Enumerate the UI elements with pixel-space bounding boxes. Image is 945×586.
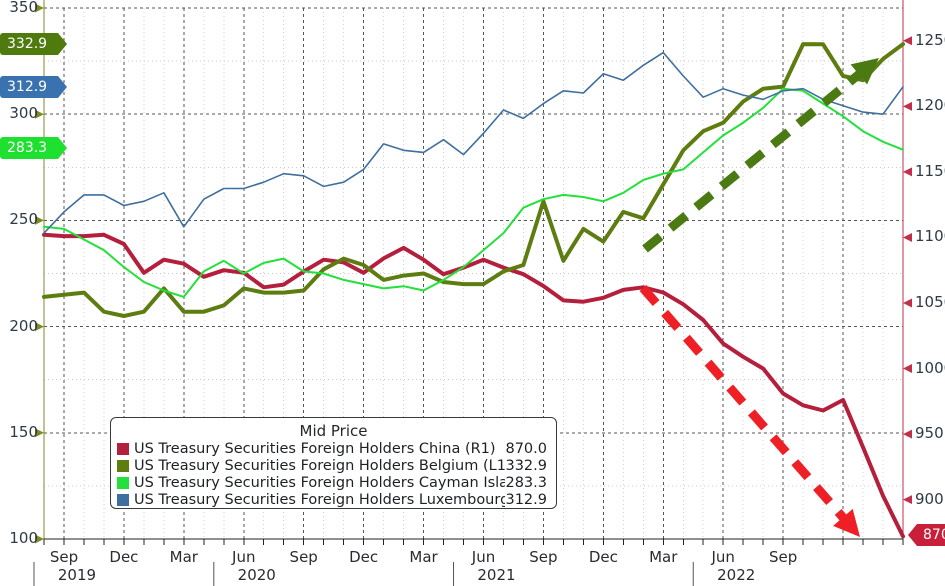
legend-series-label: US Treasury Securities Foreign Holders C… — [134, 440, 496, 457]
x-axis-year-label: 2022 — [717, 566, 756, 584]
right-axis-tick: 1100 — [915, 227, 945, 246]
x-axis-month-label: Mar — [409, 548, 438, 566]
legend-row[interactable]: US Treasury Securities Foreign Holders C… — [117, 474, 556, 491]
x-axis-month-label: Sep — [529, 548, 558, 566]
left-axis-tick: 300 — [9, 104, 38, 123]
x-axis-month-label: Dec — [349, 548, 379, 566]
legend-series-value: 870.0 — [505, 440, 547, 457]
x-axis-year-label: 2019 — [57, 566, 97, 584]
x-axis-month-label: Sep — [49, 548, 79, 566]
x-axis-year-label: 2020 — [237, 566, 276, 584]
x-axis-month-label: Dec — [588, 548, 618, 566]
cayman-tag: 283.3 — [0, 137, 67, 159]
legend-series-value: 312.9 — [505, 491, 547, 508]
right-axis-tick: 900 — [915, 489, 944, 508]
series-line — [43, 51, 904, 234]
series-line — [42, 232, 905, 539]
legend-series-label: US Treasury Securities Foreign Holders B… — [134, 457, 506, 474]
legend-title: Mid Price — [299, 422, 368, 440]
left-axis-tick: 150 — [9, 422, 38, 441]
x-axis-month-label: Sep — [289, 548, 318, 566]
x-axis-month-label: Mar — [649, 548, 678, 566]
left-axis-tick: 250 — [9, 210, 38, 229]
legend-series-value: 283.3 — [505, 474, 547, 491]
legend-color-swatch — [117, 493, 129, 506]
right-axis-tick: 1200 — [915, 96, 945, 115]
left-axis-tick: 350 — [9, 0, 38, 16]
x-axis-month-label: Sep — [768, 548, 798, 566]
legend-color-swatch — [117, 459, 129, 472]
x-axis-month-label: Mar — [169, 548, 198, 566]
legend-row[interactable]: US Treasury Securities Foreign Holders L… — [117, 491, 556, 508]
downtrend-arrow-shaft — [639, 285, 851, 525]
legend-color-swatch — [117, 442, 129, 455]
uptrend-arrow-shaft — [642, 67, 867, 253]
legend-series-value: 332.9 — [505, 457, 547, 474]
x-axis-month-label: Dec — [109, 548, 139, 566]
right-axis-tick: 1050 — [915, 293, 945, 311]
x-axis-month-label: Jun — [471, 548, 496, 566]
right-axis-tick: 950 — [915, 424, 944, 443]
legend-color-swatch — [117, 476, 129, 489]
legend-row[interactable]: US Treasury Securities Foreign Holders B… — [117, 457, 556, 474]
right-axis-tick: 1000 — [915, 358, 945, 377]
legend-series-label: US Treasury Securities Foreign Holders C… — [134, 474, 506, 491]
uptrend-arrow-head — [850, 58, 879, 85]
legend-series-label: US Treasury Securities Foreign Holders L… — [134, 491, 506, 508]
chart-legend[interactable]: Mid Price US Treasury Securities Foreign… — [110, 417, 557, 509]
china-tag: 870.0 — [908, 524, 945, 546]
series-line — [42, 42, 905, 318]
x-axis-year-label: 2021 — [477, 566, 516, 584]
x-axis-month-label: Jun — [232, 548, 256, 566]
series-line — [43, 87, 904, 298]
belgium-tag: 332.9 — [0, 33, 67, 55]
x-axis-month-label: Jun — [711, 548, 735, 566]
right-axis-tick: 1250 — [915, 30, 945, 49]
left-axis-tick: 100 — [9, 529, 38, 547]
right-axis-tick: 1150 — [915, 161, 945, 180]
downtrend-arrow-head — [833, 508, 860, 537]
legend-rows: US Treasury Securities Foreign Holders C… — [111, 440, 556, 508]
luxembourg-tag: 312.9 — [0, 76, 67, 98]
legend-row[interactable]: US Treasury Securities Foreign Holders C… — [117, 440, 556, 457]
left-axis-tick: 200 — [9, 316, 38, 335]
